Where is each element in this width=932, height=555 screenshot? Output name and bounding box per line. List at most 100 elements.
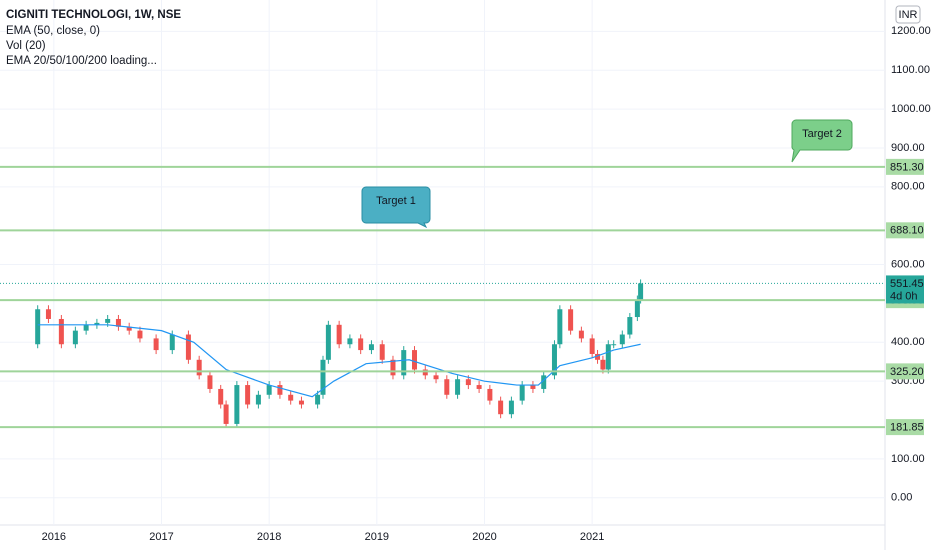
candle-body: [508, 400, 514, 415]
callout[interactable]: [791, 119, 853, 163]
candle-body: [551, 344, 557, 376]
candle-body: [557, 309, 563, 345]
candle-body: [35, 309, 41, 345]
candle-body: [379, 344, 385, 360]
currency[interactable]: INR: [899, 9, 918, 21]
level-label: 325.20: [890, 366, 924, 378]
candle-body: [196, 359, 202, 376]
y-tick-label: 900.00: [891, 142, 925, 154]
callout-text[interactable]: Target 2: [802, 128, 842, 140]
candle-body: [627, 317, 633, 335]
y-tick-label: 600.00: [891, 258, 925, 270]
candle-body: [58, 318, 64, 345]
y-tick-label: 1200.00: [891, 25, 931, 37]
candle-body: [358, 338, 364, 351]
y-tick-label: 800.00: [891, 181, 925, 193]
x-tick-label: 2021: [580, 531, 604, 543]
candle-body: [541, 375, 547, 389]
candle-body: [589, 338, 595, 354]
x-tick-label: 2019: [365, 531, 389, 543]
study: Vol (20): [6, 40, 46, 52]
candle-body: [234, 385, 240, 424]
candle-body: [634, 299, 640, 318]
candle-body: [498, 400, 504, 415]
candle-body: [476, 385, 482, 389]
last-price-tag: [886, 275, 924, 304]
callout-text[interactable]: Target 1: [376, 195, 416, 207]
candle-body: [45, 309, 51, 319]
candle-body: [444, 379, 450, 395]
callout[interactable]: [361, 186, 431, 229]
candle-body: [487, 388, 493, 401]
candle-body: [422, 369, 428, 376]
candle-body: [277, 385, 283, 395]
level-label: 181.85: [890, 422, 924, 434]
symbol: CIGNITI TECHNOLOGI, 1W, NSE: [6, 9, 181, 21]
candle-body: [105, 318, 111, 323]
y-tick-label: 1100.00: [891, 64, 930, 76]
candle-body: [368, 344, 374, 351]
candle-body: [72, 330, 78, 345]
candle-body: [433, 375, 439, 380]
currency-box[interactable]: [895, 5, 921, 24]
candle-body: [619, 334, 625, 345]
y-tick-label: 0.00: [891, 492, 912, 504]
level-tag: [886, 158, 924, 175]
candle-body: [223, 404, 229, 424]
candle-body: [530, 385, 536, 389]
level-label: 851.30: [890, 161, 924, 173]
candle-body: [266, 385, 272, 395]
x-tick-label: 2017: [149, 531, 173, 543]
candle-body: [126, 326, 132, 331]
candle-body: [153, 338, 159, 351]
candle-body: [390, 359, 396, 376]
candle-body: [455, 379, 461, 395]
level-tag: [886, 222, 924, 239]
candle-body: [605, 344, 611, 370]
candle-body: [255, 394, 261, 405]
candle-body: [185, 334, 191, 360]
level-label: 688.10: [890, 225, 924, 237]
candle-body: [207, 375, 213, 389]
candle-body: [288, 394, 294, 401]
candle-body: [245, 385, 251, 405]
candle-body: [568, 309, 574, 331]
level-tag: [886, 363, 924, 380]
study: EMA 20/50/100/200 loading...: [6, 55, 157, 67]
candle-body: [347, 338, 353, 345]
candle-body: [115, 318, 121, 327]
ema-line: [37, 324, 641, 398]
candle-body: [600, 359, 606, 370]
x-tick-label: 2020: [472, 531, 496, 543]
candle-body: [315, 394, 321, 405]
candle-body: [218, 388, 224, 405]
level-tag: [886, 419, 924, 436]
plot: [0, 0, 885, 525]
y-tick-label: 400.00: [891, 336, 925, 348]
candle-body: [465, 379, 471, 386]
candle-body: [611, 344, 617, 346]
candle-body: [169, 334, 175, 351]
candle-body: [94, 322, 100, 325]
x-tick-label: 2018: [257, 531, 281, 543]
candle-body: [325, 324, 331, 360]
y-tick-label: 1000.00: [891, 103, 931, 115]
study: EMA (50, close, 0): [6, 25, 100, 37]
y-tick-label: 100.00: [891, 453, 925, 465]
candle-body: [298, 400, 304, 405]
candle-body: [638, 283, 644, 300]
countdown: 4d 0h: [890, 290, 918, 302]
candle-body: [137, 330, 143, 339]
candle-body: [83, 324, 89, 331]
candle-body: [578, 330, 584, 339]
candle-body: [595, 353, 601, 360]
candle-body: [519, 385, 525, 401]
candle-body: [401, 350, 407, 376]
candle-body: [412, 350, 418, 370]
last-price-label: 551.45: [890, 278, 924, 290]
candle-body: [336, 324, 342, 345]
x-tick-label: 2016: [42, 531, 66, 543]
candle-body: [320, 359, 326, 395]
